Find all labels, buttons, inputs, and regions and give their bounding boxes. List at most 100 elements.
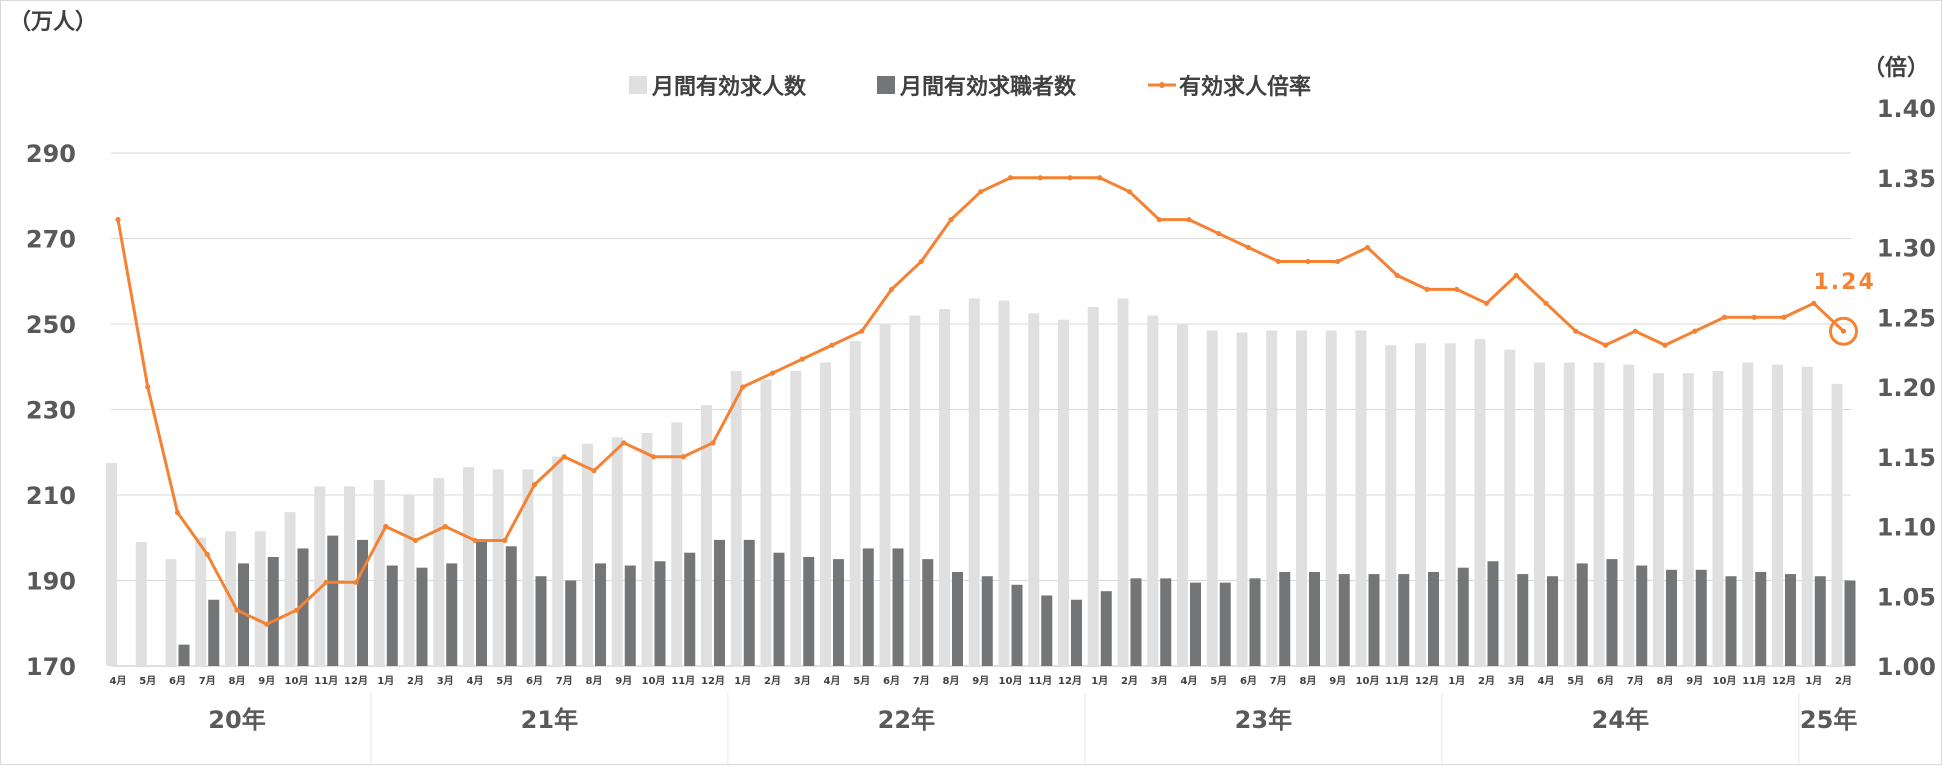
ratio-point	[1156, 217, 1162, 223]
month-label: 11月	[1742, 675, 1766, 687]
job-openings-bar	[314, 486, 326, 666]
year-axis-labels: 20年 21年 22年 23年 24年 25年	[208, 693, 1857, 766]
job-seekers-bar	[654, 561, 666, 666]
month-label: 11月	[1028, 675, 1052, 687]
job-seekers-bar	[684, 552, 696, 666]
month-label: 5月	[1567, 675, 1584, 687]
job-seekers-bar	[1576, 563, 1588, 666]
job-openings-bar	[1593, 362, 1605, 666]
job-openings-bar	[344, 486, 355, 666]
job-openings-bar	[1117, 298, 1129, 666]
job-openings-bar	[1682, 373, 1694, 666]
month-label: 1月	[1805, 675, 1822, 687]
job-openings-bar	[909, 315, 921, 666]
job-openings-bar	[403, 495, 415, 666]
month-label: 2月	[1121, 675, 1138, 687]
ratio-point	[1454, 286, 1460, 292]
month-label: 3月	[1151, 675, 1168, 687]
month-label: 5月	[496, 675, 513, 687]
job-openings-bar	[1206, 330, 1218, 666]
job-openings-bar	[820, 362, 831, 666]
job-openings-bar	[671, 422, 683, 666]
job-openings-bar	[730, 371, 742, 666]
month-label: 5月	[853, 675, 870, 687]
ratio-point	[561, 454, 567, 460]
ratio-point	[1632, 328, 1638, 334]
job-seekers-bar	[1100, 591, 1112, 666]
ratio-point	[1811, 300, 1817, 306]
month-label: 12月	[1772, 675, 1796, 687]
month-label: 6月	[1240, 675, 1257, 687]
ratio-point	[1037, 175, 1043, 181]
job-seekers-bar	[773, 552, 785, 666]
ratio-point	[1513, 272, 1519, 278]
job-seekers-bar	[862, 548, 874, 666]
job-openings-bar	[492, 469, 504, 666]
job-openings-bar	[1504, 349, 1516, 666]
ratio-point	[859, 328, 865, 334]
month-label: 9月	[1329, 675, 1346, 687]
month-label: 5月	[1210, 675, 1227, 687]
right-axis-tick-label: 1.30	[1877, 235, 1936, 263]
month-label: 6月	[169, 675, 186, 687]
month-label: 7月	[1270, 675, 1287, 687]
month-label: 12月	[1058, 675, 1082, 687]
month-label: 10月	[285, 675, 309, 687]
ratio-point	[204, 551, 210, 558]
month-label: 11月	[1385, 675, 1409, 687]
legend-swatch-job-openings	[629, 76, 647, 94]
job-openings-bar	[195, 537, 207, 666]
month-label: 2月	[1478, 675, 1495, 687]
month-label: 7月	[199, 675, 216, 687]
month-label: 4月	[824, 675, 841, 687]
ratio-point	[918, 258, 924, 265]
ratio-point	[1245, 244, 1252, 251]
job-openings-bar	[641, 433, 653, 666]
year-label: 24年	[1592, 706, 1649, 734]
right-axis-ticks: 1.00 1.05 1.10 1.15 1.20 1.25 1.30 1.35 1.40	[1877, 95, 1936, 681]
job-openings-bar	[552, 456, 564, 666]
job-seekers-bar	[1011, 584, 1023, 666]
job-seekers-bar	[892, 548, 904, 666]
job-seekers-bar	[1338, 574, 1350, 666]
job-seekers-bar	[1695, 569, 1707, 666]
ratio-point	[502, 537, 508, 544]
job-openings-bar	[1712, 371, 1724, 666]
month-label: 3月	[437, 675, 454, 687]
job-openings-bar	[998, 300, 1010, 666]
job-seekers-bar	[803, 556, 815, 666]
job-openings-bar	[433, 477, 445, 666]
job-openings-bar	[463, 467, 474, 666]
job-seekers-bar	[1041, 595, 1053, 666]
job-openings-bar	[1177, 324, 1188, 666]
left-axis-tick-label: 270	[26, 226, 76, 254]
ratio-point	[412, 537, 419, 544]
ratio-point	[1394, 272, 1400, 278]
job-seekers-bar	[208, 599, 220, 666]
job-seekers-bar	[714, 539, 725, 666]
month-label: 5月	[139, 675, 156, 687]
year-label: 21年	[521, 706, 578, 734]
latest-ratio-label: 1.24	[1814, 270, 1876, 295]
ratio-point	[888, 286, 895, 292]
month-label: 10月	[1713, 675, 1737, 687]
job-openings-bar	[582, 443, 593, 666]
ratio-point	[1692, 328, 1698, 334]
ratio-point	[1424, 286, 1430, 292]
left-axis-tick-label: 230	[26, 397, 76, 425]
month-label: 12月	[1415, 675, 1439, 687]
job-openings-bar	[1028, 313, 1040, 666]
month-label: 2月	[1835, 675, 1852, 687]
legend-label-ratio: 有効求人倍率	[1179, 74, 1311, 100]
ratio-point	[323, 579, 329, 585]
job-seekers-bar	[416, 567, 428, 666]
job-seekers-bar	[1368, 574, 1380, 666]
job-openings-bar	[1236, 332, 1248, 666]
ratio-point	[383, 523, 389, 530]
ratio-point	[293, 607, 300, 613]
ratio-point	[115, 217, 121, 223]
year-label: 20年	[208, 706, 265, 734]
ratio-point	[1186, 217, 1192, 223]
ratio-point	[1126, 189, 1133, 195]
